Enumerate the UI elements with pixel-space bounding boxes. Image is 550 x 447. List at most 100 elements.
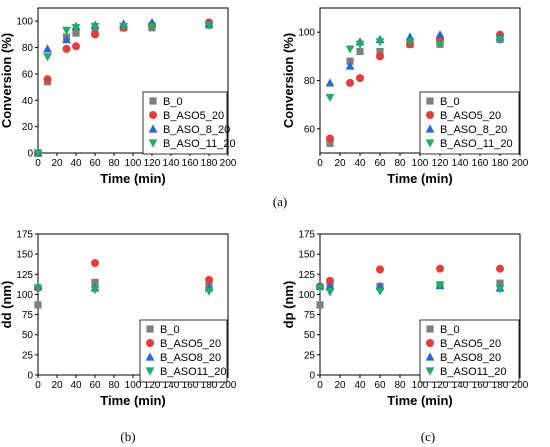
data-point	[346, 57, 354, 65]
legend-box	[419, 91, 520, 155]
x-tick-label: 140	[163, 158, 180, 169]
x-axis-label: Time (min)	[387, 393, 453, 408]
data-point	[375, 38, 385, 47]
x-tick-label: 180	[201, 380, 218, 391]
caption-a: (a)	[273, 194, 287, 209]
x-axis-label: Time (min)	[100, 393, 166, 408]
data-point	[435, 40, 445, 49]
x-tick-label: 100	[125, 380, 142, 391]
data-series	[316, 264, 504, 291]
y-tick-label: 100	[16, 290, 33, 301]
y-tick-label: 0	[27, 149, 33, 160]
y-axis-label: Conversion (%)	[281, 33, 296, 128]
data-point	[33, 284, 43, 293]
legend-label: B_0	[440, 324, 460, 336]
data-point	[356, 74, 364, 83]
x-tick-label: 40	[354, 380, 366, 391]
legend-marker	[145, 352, 155, 361]
data-point	[315, 284, 325, 293]
legend-label: B_ASO_8_20	[440, 124, 507, 136]
data-series	[34, 259, 213, 292]
legend-marker	[425, 124, 435, 133]
y-tick-label: 100	[298, 290, 315, 301]
data-point	[376, 52, 384, 61]
data-point	[326, 139, 334, 147]
legend-label: B_ASO8_20	[440, 352, 501, 364]
legend-marker	[148, 139, 158, 148]
data-point	[147, 22, 157, 32]
data-point	[495, 285, 505, 294]
legend-marker	[426, 111, 434, 119]
y-tick-label: 75	[304, 310, 316, 321]
legend-label: B_ASO5_20	[440, 110, 501, 122]
data-point	[119, 22, 128, 32]
x-tick-label: 80	[108, 380, 120, 391]
x-tick-label: 0	[35, 380, 41, 391]
y-tick-label: 125	[298, 270, 315, 281]
y-axis-label: dd (nm)	[0, 281, 14, 329]
x-tick-label: 180	[201, 158, 218, 169]
x-tick-label: 0	[35, 158, 41, 169]
legend-label: B_ASO5_20	[440, 338, 501, 350]
data-point	[90, 285, 100, 295]
y-tick-label: 75	[22, 310, 34, 321]
data-point	[72, 42, 80, 51]
x-tick-label: 120	[144, 158, 161, 169]
x-tick-label: 20	[334, 380, 346, 391]
x-tick-label: 0	[317, 380, 323, 391]
legend-label: B_ASO_11_20	[440, 138, 513, 150]
data-point	[71, 24, 81, 33]
x-tick-label: 100	[412, 380, 429, 391]
data-series	[34, 278, 213, 309]
legend-label: B_ASO_11_20	[163, 138, 236, 150]
caption-c: (c)	[421, 429, 435, 444]
legend-marker	[426, 339, 434, 347]
x-tick-label: 200	[220, 380, 237, 391]
legend-marker	[148, 124, 158, 133]
data-point	[205, 275, 213, 284]
x-tick-label: 100	[125, 158, 142, 169]
y-tick-label: 80	[22, 43, 34, 54]
data-point	[405, 38, 415, 47]
y-tick-label: 60	[304, 124, 316, 135]
legend-label: B_0	[160, 324, 180, 336]
legend-label: B_0	[163, 96, 183, 108]
caption-b: (b)	[120, 429, 135, 444]
data-point	[72, 29, 80, 37]
legend-label: B_ASO11_20	[160, 366, 226, 378]
x-tick-label: 40	[354, 158, 366, 169]
legend-marker	[425, 367, 435, 376]
x-tick-label: 100	[412, 158, 429, 169]
y-tick-label: 100	[298, 28, 315, 39]
data-point	[375, 287, 385, 296]
y-tick-label: 125	[16, 270, 33, 281]
data-point	[62, 26, 71, 36]
y-tick-label: 60	[22, 69, 34, 80]
data-point	[90, 22, 100, 32]
x-tick-label: 60	[374, 380, 386, 391]
data-point	[325, 93, 335, 103]
y-tick-label: 150	[298, 250, 315, 261]
data-series	[316, 279, 504, 309]
y-tick-label: 40	[22, 96, 34, 107]
legend-label: B_ASO5_20	[163, 110, 224, 122]
x-tick-label: 200	[512, 158, 529, 169]
chart-panel: 0 20 40 60 80 100 120 140 160 180 2000255075100125…	[0, 230, 237, 409]
chart-panel: 0 20 40 60 80 100 120 140 160 180 2000255075100125…	[281, 230, 529, 409]
data-point	[316, 301, 324, 309]
x-tick-label: 120	[144, 380, 161, 391]
data-point	[43, 75, 52, 84]
y-axis-label: dp (nm)	[281, 281, 296, 329]
x-tick-label: 80	[394, 380, 406, 391]
x-tick-label: 40	[70, 158, 82, 169]
x-tick-label: 160	[182, 158, 199, 169]
x-tick-label: 80	[394, 158, 406, 169]
data-point	[325, 288, 335, 297]
x-tick-label: 120	[432, 158, 449, 169]
data-point	[345, 45, 355, 54]
x-axis-label: Time (min)	[100, 171, 166, 186]
data-point	[436, 264, 444, 273]
data-point	[33, 149, 43, 158]
data-point	[496, 264, 504, 273]
legend-marker	[145, 367, 155, 376]
